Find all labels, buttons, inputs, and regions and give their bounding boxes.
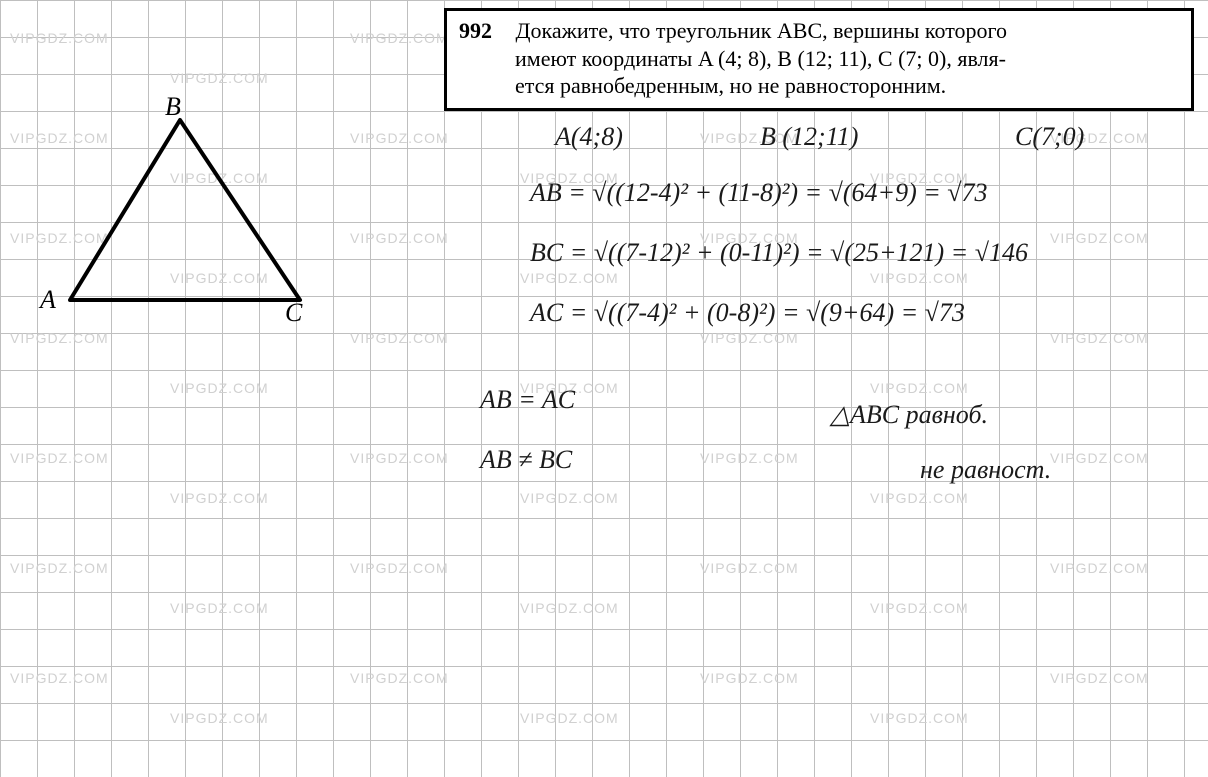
coord-b: B (12;11) (760, 122, 858, 152)
neq-ab-bc: AB ≠ BC (480, 445, 572, 475)
conclusion-1: △ABC равноб. (830, 400, 988, 430)
problem-statement-box: 992 Докажите, что треугольник ABC, верши… (444, 8, 1194, 111)
problem-number: 992 (459, 18, 492, 43)
coord-a: A(4;8) (555, 122, 623, 152)
calc-ac: AC = √((7-4)² + (0-8)²) = √(9+64) = √73 (530, 298, 965, 328)
problem-line-2: имеют координаты A (4; 8), B (12; 11), C… (515, 46, 1006, 71)
eq-ab-ac: AB = AC (480, 385, 575, 415)
vertex-label-c: C (285, 298, 302, 328)
calc-bc: BC = √((7-12)² + (0-11)²) = √(25+121) = … (530, 238, 1028, 268)
problem-line-1: Докажите, что треугольник ABC, вершины к… (516, 18, 1008, 43)
vertex-label-b: B (165, 92, 181, 122)
coord-c: C(7;0) (1015, 122, 1084, 152)
vertex-label-a: A (40, 285, 56, 315)
calc-ab: AB = √((12-4)² + (11-8)²) = √(64+9) = √7… (530, 178, 988, 208)
conclusion-2: не равност. (920, 455, 1051, 485)
problem-line-3: ется равнобедренным, но не равносторонни… (515, 73, 946, 98)
